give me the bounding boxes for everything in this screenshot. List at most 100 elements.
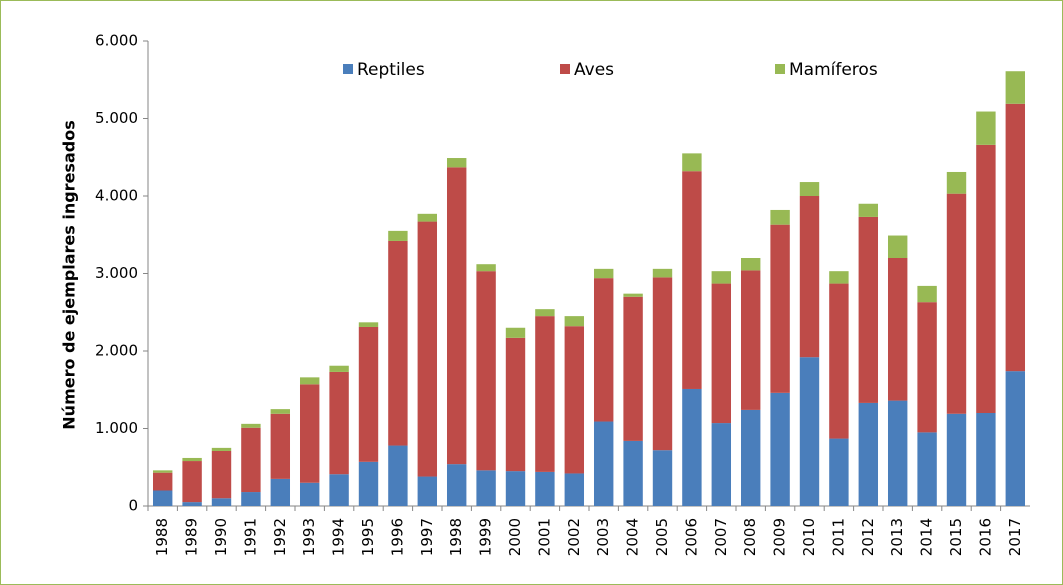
bar-segment <box>829 283 849 439</box>
bar-segment <box>887 235 908 258</box>
x-tick-label: 2011 <box>829 518 847 556</box>
x-tick-label: 1997 <box>418 518 436 556</box>
bar-segment <box>652 268 673 278</box>
bar-segment <box>182 502 202 506</box>
bar-segment <box>623 440 643 506</box>
bar-segment <box>329 474 349 506</box>
bar-segment <box>329 371 349 475</box>
bar-segment <box>417 221 438 477</box>
y-tick-label: 1.000 <box>95 419 138 437</box>
bar-segment <box>299 482 320 506</box>
x-tick-label: 2007 <box>712 518 730 556</box>
bar-segment <box>299 384 320 483</box>
bar-segment <box>446 167 467 465</box>
bar-segment <box>1005 103 1026 372</box>
bar-segment <box>329 365 349 372</box>
bar-segment <box>388 445 408 506</box>
bar-segment <box>564 326 585 474</box>
x-tick-label: 1991 <box>241 518 259 556</box>
x-tick-label: 1999 <box>477 518 495 556</box>
x-tick-label: 1990 <box>212 518 230 556</box>
x-tick-label: 1988 <box>153 518 171 556</box>
legend-swatch <box>560 64 570 74</box>
x-tick-label: 2016 <box>976 518 994 556</box>
x-tick-label: 2006 <box>682 518 700 556</box>
bar-segment <box>858 216 879 403</box>
bar-segment <box>535 309 555 317</box>
x-tick-label: 2005 <box>653 518 671 556</box>
bar-segment <box>1005 371 1026 506</box>
bar-segment <box>564 473 585 506</box>
bar-segment <box>182 457 202 462</box>
x-tick-label: 2017 <box>1006 518 1024 556</box>
x-tick-label: 2003 <box>594 518 612 556</box>
bar-segment <box>152 470 173 473</box>
legend-swatch <box>775 64 785 74</box>
bar-segment <box>711 423 732 506</box>
bar-segment <box>270 409 291 414</box>
x-tick-label: 1993 <box>300 518 318 556</box>
bar-segment <box>682 153 702 172</box>
x-tick-label: 2008 <box>741 518 759 556</box>
bar-segment <box>358 322 379 327</box>
bar-segment <box>417 476 438 506</box>
bar-segment <box>152 472 173 491</box>
bar-segment <box>505 327 526 338</box>
bar-segment <box>770 224 790 393</box>
x-tick-label: 2001 <box>535 518 553 556</box>
bar-segment <box>446 158 467 168</box>
bar-segment <box>182 461 202 503</box>
y-tick-label: 4.000 <box>95 187 138 205</box>
bar-segment <box>829 438 849 506</box>
bar-segment <box>593 421 614 506</box>
bar-segment <box>564 316 585 327</box>
bar-segment <box>682 171 702 389</box>
x-tick-label: 1995 <box>359 518 377 556</box>
x-tick-label: 2002 <box>565 518 583 556</box>
x-tick-label: 2000 <box>506 518 524 556</box>
bar-segment <box>446 464 467 506</box>
bar-segment <box>299 377 320 385</box>
bar-segment <box>241 427 261 493</box>
bar-segment <box>976 144 996 413</box>
bar-segment <box>270 478 291 506</box>
bar-segment <box>858 402 879 506</box>
bar-segment <box>476 470 496 506</box>
bar-segment <box>388 230 408 241</box>
bar-segment <box>358 461 379 506</box>
bar-segment <box>623 296 643 441</box>
x-tick-label: 2015 <box>947 518 965 556</box>
bar-segment <box>946 413 967 506</box>
bar-segment <box>887 258 908 401</box>
legend-swatch <box>343 64 353 74</box>
bar-segment <box>211 450 232 499</box>
x-tick-label: 2014 <box>918 518 936 556</box>
bar-segment <box>946 171 967 194</box>
bar-segment <box>417 213 438 222</box>
bar-segment <box>652 450 673 506</box>
bar-segment <box>476 271 496 471</box>
x-tick-label: 1996 <box>388 518 406 556</box>
bar-segment <box>976 111 996 145</box>
bar-segment <box>593 268 614 279</box>
legend-label: Reptiles <box>357 60 425 80</box>
x-tick-label: 2012 <box>859 518 877 556</box>
bar-segment <box>829 271 849 284</box>
x-tick-label: 1989 <box>183 518 201 556</box>
x-tick-label: 1998 <box>447 518 465 556</box>
bar-segment <box>799 196 820 358</box>
bar-segment <box>476 264 496 272</box>
y-tick-label: 6.000 <box>95 32 138 50</box>
bar-segment <box>535 471 555 506</box>
y-tick-label: 5.000 <box>95 109 138 127</box>
y-axis-label: Número de ejemplares ingresados <box>60 120 79 429</box>
bar-segment <box>270 413 291 479</box>
bar-segment <box>917 432 937 506</box>
bar-segment <box>770 392 790 506</box>
legend-label: Aves <box>574 60 614 80</box>
bar-segment <box>211 447 232 451</box>
bar-segment <box>887 400 908 506</box>
legend-label: Mamíferos <box>789 60 878 80</box>
